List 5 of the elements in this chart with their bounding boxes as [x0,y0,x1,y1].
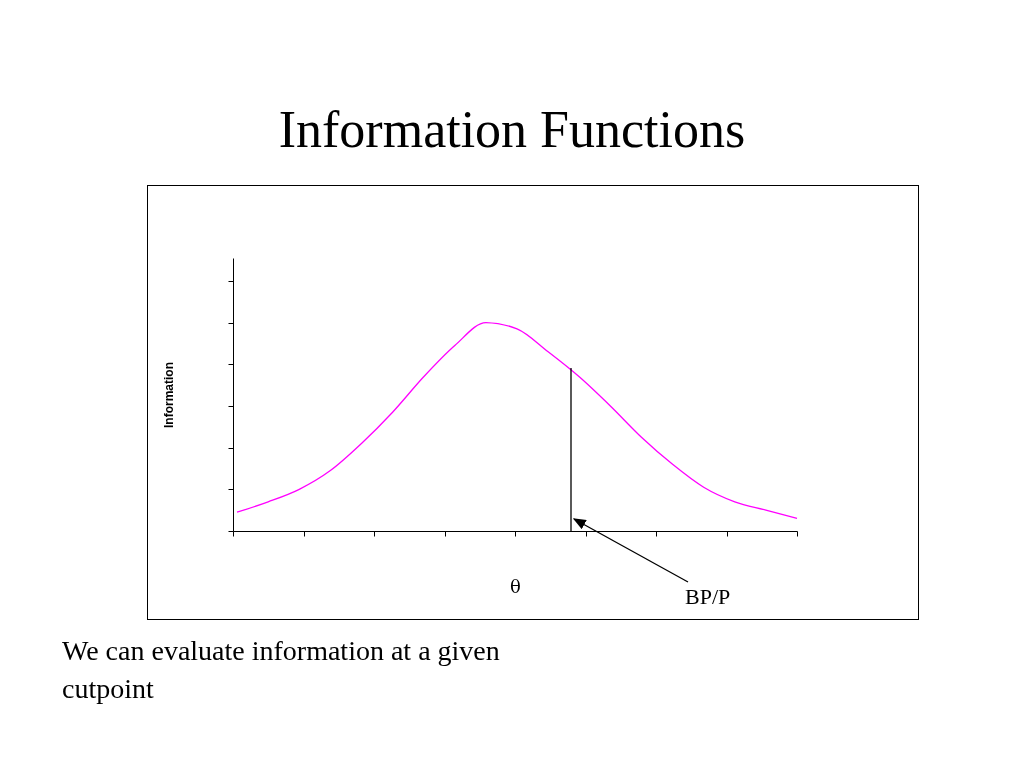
x-axis-title: θ [510,576,521,597]
text: BP/P [685,584,731,610]
text: We can evaluate information at a given cutpoint [62,634,501,706]
y-axis-title: Information [162,362,176,428]
chart-title: Information Functions [277,100,747,159]
